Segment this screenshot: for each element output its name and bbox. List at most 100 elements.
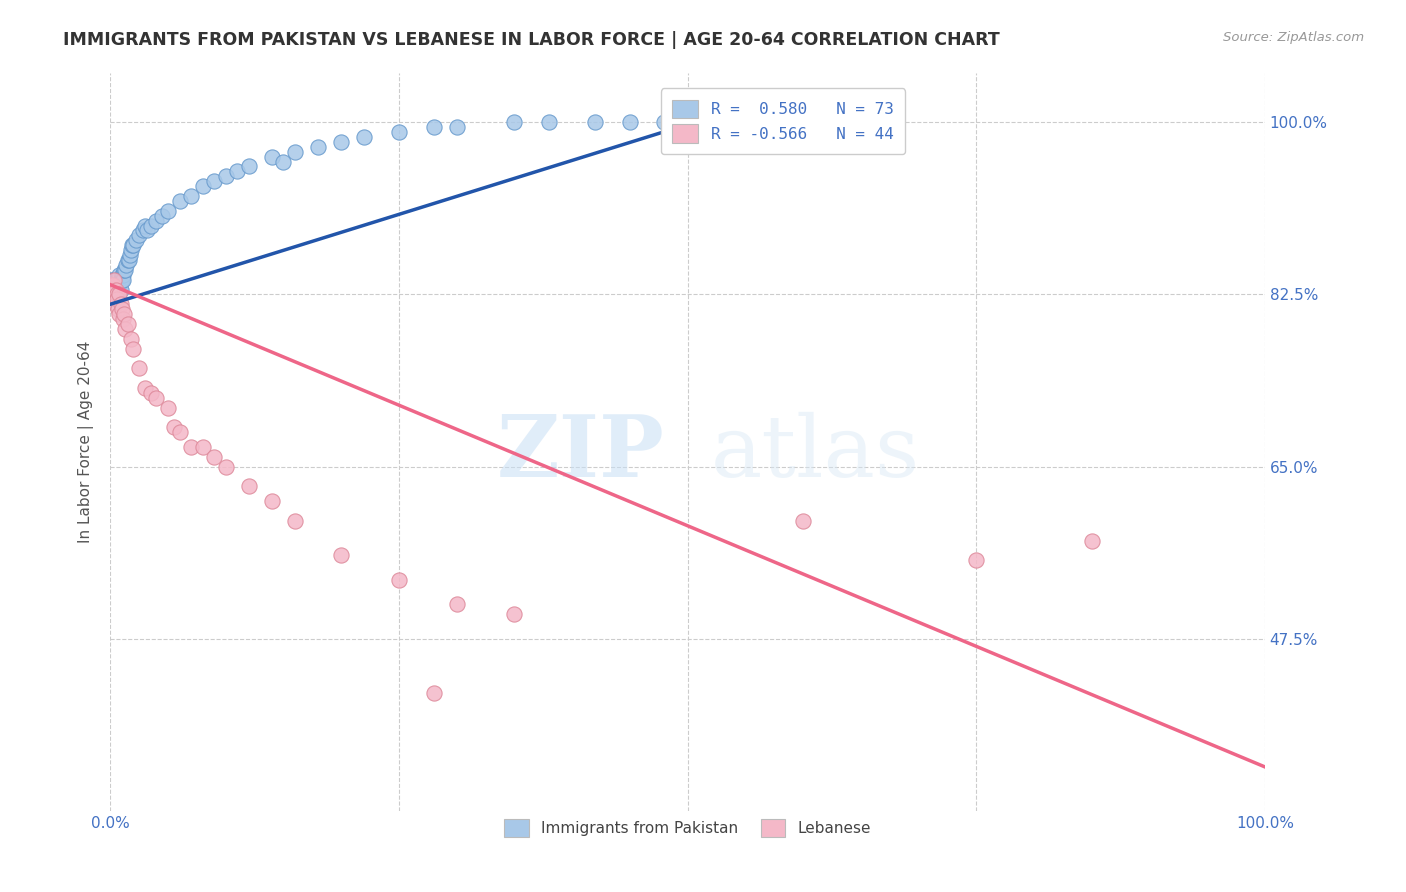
Point — [101, 283, 124, 297]
Point — [111, 268, 134, 282]
Point — [117, 252, 139, 267]
Point — [202, 174, 225, 188]
Point — [163, 420, 186, 434]
Point — [101, 273, 124, 287]
Point — [105, 273, 128, 287]
Point — [238, 160, 260, 174]
Point — [792, 514, 814, 528]
Point — [503, 115, 526, 129]
Point — [111, 268, 134, 282]
Point — [654, 115, 676, 129]
Point — [136, 223, 159, 237]
Point — [111, 302, 134, 317]
Point — [101, 277, 124, 292]
Point — [260, 150, 283, 164]
Point — [117, 317, 139, 331]
Text: IMMIGRANTS FROM PAKISTAN VS LEBANESE IN LABOR FORCE | AGE 20-64 CORRELATION CHAR: IMMIGRANTS FROM PAKISTAN VS LEBANESE IN … — [63, 31, 1000, 49]
Point — [105, 293, 128, 307]
Point — [422, 120, 444, 135]
Point — [100, 283, 122, 297]
Point — [110, 283, 132, 297]
Point — [105, 283, 128, 297]
Point — [128, 361, 150, 376]
Point — [134, 219, 156, 233]
Point — [107, 273, 129, 287]
Point — [110, 273, 132, 287]
Point — [145, 213, 167, 227]
Point — [156, 203, 179, 218]
Point — [676, 115, 699, 129]
Point — [260, 494, 283, 508]
Point — [104, 273, 127, 287]
Point — [503, 607, 526, 622]
Point — [330, 135, 353, 149]
Point — [103, 293, 125, 307]
Point — [112, 307, 135, 321]
Point — [108, 307, 131, 321]
Point — [114, 263, 136, 277]
Point — [446, 120, 468, 135]
Point — [307, 140, 329, 154]
Point — [422, 686, 444, 700]
Point — [284, 514, 307, 528]
Point — [215, 169, 238, 184]
Point — [1080, 533, 1102, 548]
Point — [107, 283, 129, 297]
Point — [150, 209, 173, 223]
Point — [107, 302, 129, 317]
Point — [110, 297, 132, 311]
Point — [108, 283, 131, 297]
Point — [273, 154, 295, 169]
Point — [180, 189, 202, 203]
Point — [122, 238, 145, 252]
Point — [100, 277, 122, 292]
Point — [111, 273, 134, 287]
Point — [169, 194, 191, 208]
Point — [108, 268, 131, 282]
Point — [226, 164, 249, 178]
Point — [105, 273, 128, 287]
Point — [180, 440, 202, 454]
Point — [107, 273, 129, 287]
Point — [103, 277, 125, 292]
Point — [134, 381, 156, 395]
Point — [103, 273, 125, 287]
Point — [388, 125, 411, 139]
Point — [115, 258, 138, 272]
Point — [120, 332, 142, 346]
Point — [114, 322, 136, 336]
Point — [100, 273, 122, 287]
Point — [112, 263, 135, 277]
Point — [111, 312, 134, 326]
Point — [619, 115, 641, 129]
Point — [101, 293, 124, 307]
Point — [103, 283, 125, 297]
Point — [353, 130, 375, 145]
Point — [104, 277, 127, 292]
Point — [124, 233, 146, 247]
Point — [191, 179, 214, 194]
Point — [104, 283, 127, 297]
Point — [118, 248, 141, 262]
Point — [128, 228, 150, 243]
Point — [139, 385, 162, 400]
Point — [105, 273, 128, 287]
Point — [100, 293, 122, 307]
Point — [108, 287, 131, 301]
Point — [110, 273, 132, 287]
Point — [388, 573, 411, 587]
Point — [131, 223, 153, 237]
Point — [139, 219, 162, 233]
Y-axis label: In Labor Force | Age 20-64: In Labor Force | Age 20-64 — [79, 341, 94, 543]
Point — [122, 342, 145, 356]
Point — [965, 553, 987, 567]
Point — [191, 440, 214, 454]
Point — [101, 287, 124, 301]
Point — [105, 283, 128, 297]
Legend: Immigrants from Pakistan, Lebanese: Immigrants from Pakistan, Lebanese — [496, 811, 879, 844]
Point — [105, 273, 128, 287]
Point — [105, 287, 128, 301]
Point — [284, 145, 307, 159]
Point — [169, 425, 191, 440]
Point — [238, 479, 260, 493]
